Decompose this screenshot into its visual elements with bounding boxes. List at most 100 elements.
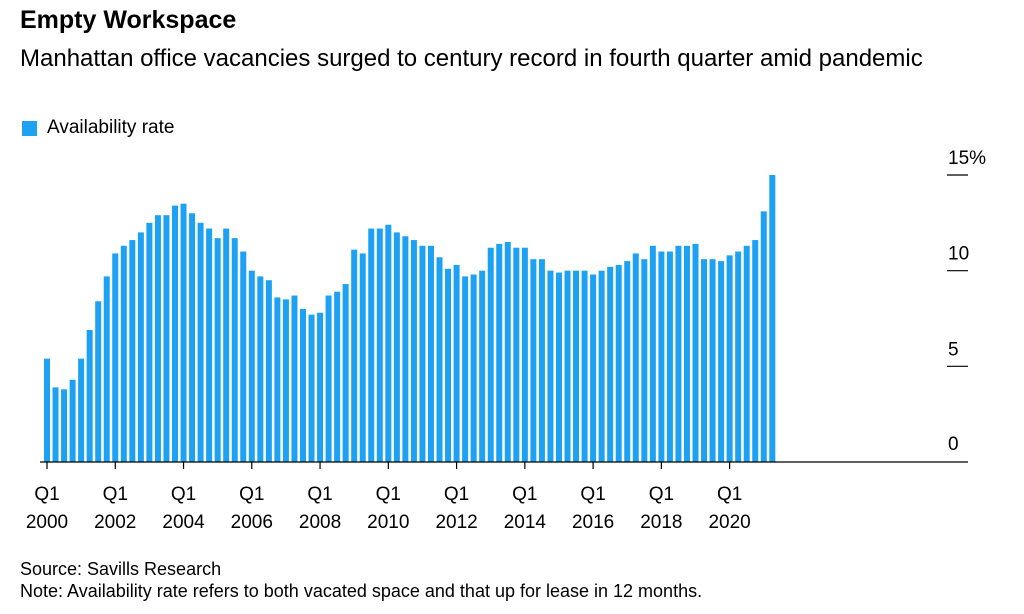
bar	[760, 211, 767, 462]
chart-title: Empty Workspace	[20, 6, 237, 34]
x-tick-label-year: 2002	[94, 512, 136, 533]
bar	[402, 236, 409, 462]
bar	[154, 215, 161, 462]
bar	[513, 247, 520, 462]
bar	[78, 358, 85, 462]
bar	[214, 238, 221, 462]
x-tick-label-year: 2008	[299, 512, 341, 533]
bar	[462, 276, 469, 462]
bar	[282, 299, 289, 462]
bar	[52, 387, 59, 462]
x-tick-label-year: 2012	[435, 512, 477, 533]
bar	[436, 257, 443, 462]
x-tick-label-year: 2004	[162, 512, 205, 533]
bar	[44, 358, 50, 462]
bar	[137, 232, 144, 462]
bar	[581, 270, 588, 462]
bar	[607, 266, 614, 462]
x-tick-label-quarter: Q1	[376, 484, 401, 505]
x-tick-label-quarter: Q1	[239, 484, 264, 505]
bar	[129, 240, 136, 462]
bar	[598, 270, 605, 462]
x-tick-label-year: 2016	[572, 512, 614, 533]
bar	[743, 245, 750, 462]
y-tick-label: 10	[948, 244, 969, 265]
bar	[223, 228, 230, 462]
bar	[308, 314, 315, 462]
bar	[564, 270, 571, 462]
bar	[342, 284, 349, 462]
chart-subtitle: Manhattan office vacancies surged to cen…	[20, 45, 923, 72]
bar	[410, 240, 417, 462]
legend: Availability rate	[22, 117, 174, 139]
bar	[675, 245, 682, 462]
bar	[334, 291, 341, 462]
bar	[189, 213, 196, 462]
bar	[641, 259, 648, 462]
bar	[735, 251, 742, 462]
x-tick-label-year: 2020	[708, 512, 750, 533]
bar	[385, 224, 392, 462]
bar	[206, 228, 213, 462]
y-tick-label: 0	[948, 434, 959, 455]
bar	[615, 264, 622, 462]
bar	[325, 295, 332, 462]
bar	[299, 308, 306, 462]
bar	[666, 251, 673, 462]
x-tick-label-quarter: Q1	[34, 484, 59, 505]
source-note: Source: Savills Research	[20, 559, 222, 579]
bar	[240, 251, 247, 462]
x-tick-label-year: 2000	[26, 512, 68, 533]
bar	[470, 274, 477, 462]
bar	[274, 297, 281, 462]
bar	[112, 253, 119, 462]
bars	[44, 175, 776, 463]
bar	[752, 240, 759, 462]
bar	[359, 253, 366, 462]
bar	[701, 259, 708, 462]
bar	[445, 268, 452, 462]
bar	[172, 205, 178, 463]
legend-swatch	[22, 120, 37, 136]
legend-label: Availability rate	[47, 117, 175, 138]
x-tick-label-quarter: Q1	[171, 484, 196, 505]
x-tick-label-year: 2006	[231, 512, 273, 533]
bar	[317, 312, 324, 462]
bar	[555, 272, 562, 462]
bar	[649, 245, 656, 462]
bar	[632, 253, 639, 462]
bar	[479, 270, 486, 462]
x-tick-label-quarter: Q1	[307, 484, 332, 505]
bar	[419, 245, 426, 462]
bar	[547, 270, 554, 462]
bar	[248, 270, 255, 462]
bar	[86, 329, 93, 462]
x-tick-label-year: 2018	[640, 512, 682, 533]
x-tick-label-year: 2014	[504, 512, 547, 533]
bar	[197, 222, 204, 462]
bar	[726, 255, 733, 462]
bar	[393, 232, 400, 462]
x-ticks: Q1 2000 Q1 2002 Q1 2004 Q1 2006 Q1 2008 Q1 2010 Q1 20…	[26, 462, 751, 533]
y-tick-labels: 0 5 10 15%	[948, 148, 986, 455]
bar	[496, 243, 503, 462]
bar	[709, 259, 716, 462]
x-tick-label-quarter: Q1	[649, 484, 674, 505]
x-tick-label-quarter: Q1	[717, 484, 742, 505]
bar	[180, 203, 187, 462]
bar	[103, 276, 110, 462]
bar	[368, 228, 375, 462]
bar	[521, 247, 528, 462]
bar	[257, 276, 264, 462]
bar	[530, 259, 537, 462]
bar	[658, 251, 665, 462]
bar-chart: Q1 2000 Q1 2002 Q1 2004 Q1 2006 Q1 2008 Q1 2010 Q1 20…	[26, 148, 986, 533]
x-tick-label-year: 2010	[367, 512, 409, 533]
bar	[95, 301, 102, 462]
x-tick-label-quarter: Q1	[444, 484, 469, 505]
bar	[453, 264, 460, 462]
bar	[487, 247, 494, 462]
bar	[61, 389, 68, 462]
x-tick-label-quarter: Q1	[512, 484, 537, 505]
bar	[427, 245, 434, 462]
